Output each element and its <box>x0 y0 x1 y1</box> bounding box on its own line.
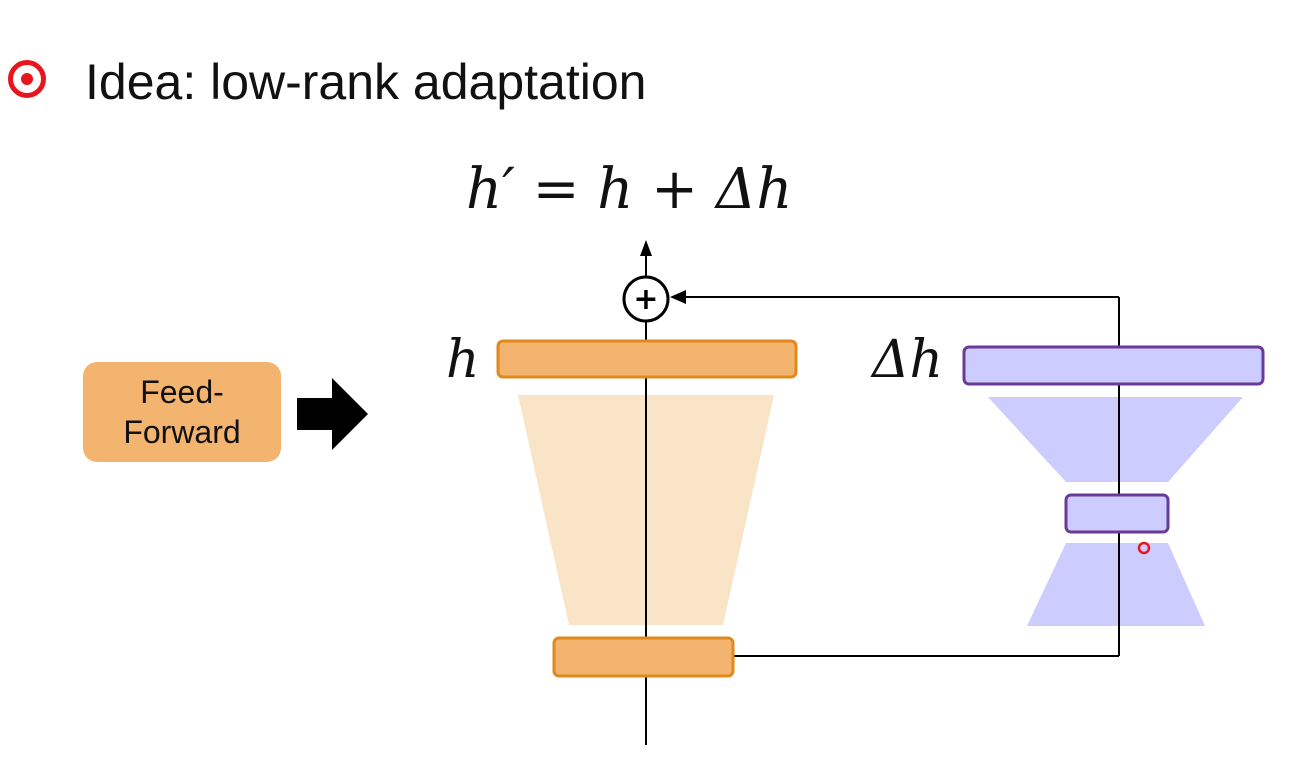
right-arrow-icon <box>297 378 368 450</box>
output-h-label: h <box>446 330 480 390</box>
input-x-bar <box>552 636 735 678</box>
bullet-icon <box>8 60 46 98</box>
output-arrowhead <box>640 240 652 256</box>
feedforward-box: Feed- Forward <box>83 362 281 462</box>
plus-circle <box>622 275 670 323</box>
cursor-pointer-icon <box>1137 541 1151 555</box>
bullet-dot <box>21 73 33 85</box>
feedforward-label-line2: Forward <box>123 414 241 450</box>
slide-title: Idea: low-rank adaptation <box>85 54 647 110</box>
adapter-arrowhead <box>670 290 686 304</box>
delta-h-bar <box>962 345 1265 386</box>
lora-up-trapezoid <box>988 397 1243 482</box>
feedforward-label-line1: Feed- <box>140 374 224 410</box>
plus-symbol: + <box>633 282 658 317</box>
output-h-bar <box>496 339 798 379</box>
formula: h′ = h + Δh <box>466 157 793 222</box>
low-rank-bottleneck-bar <box>1064 493 1170 534</box>
delta-h-label: Δh <box>872 330 944 390</box>
lora-down-trapezoid <box>1027 543 1205 626</box>
